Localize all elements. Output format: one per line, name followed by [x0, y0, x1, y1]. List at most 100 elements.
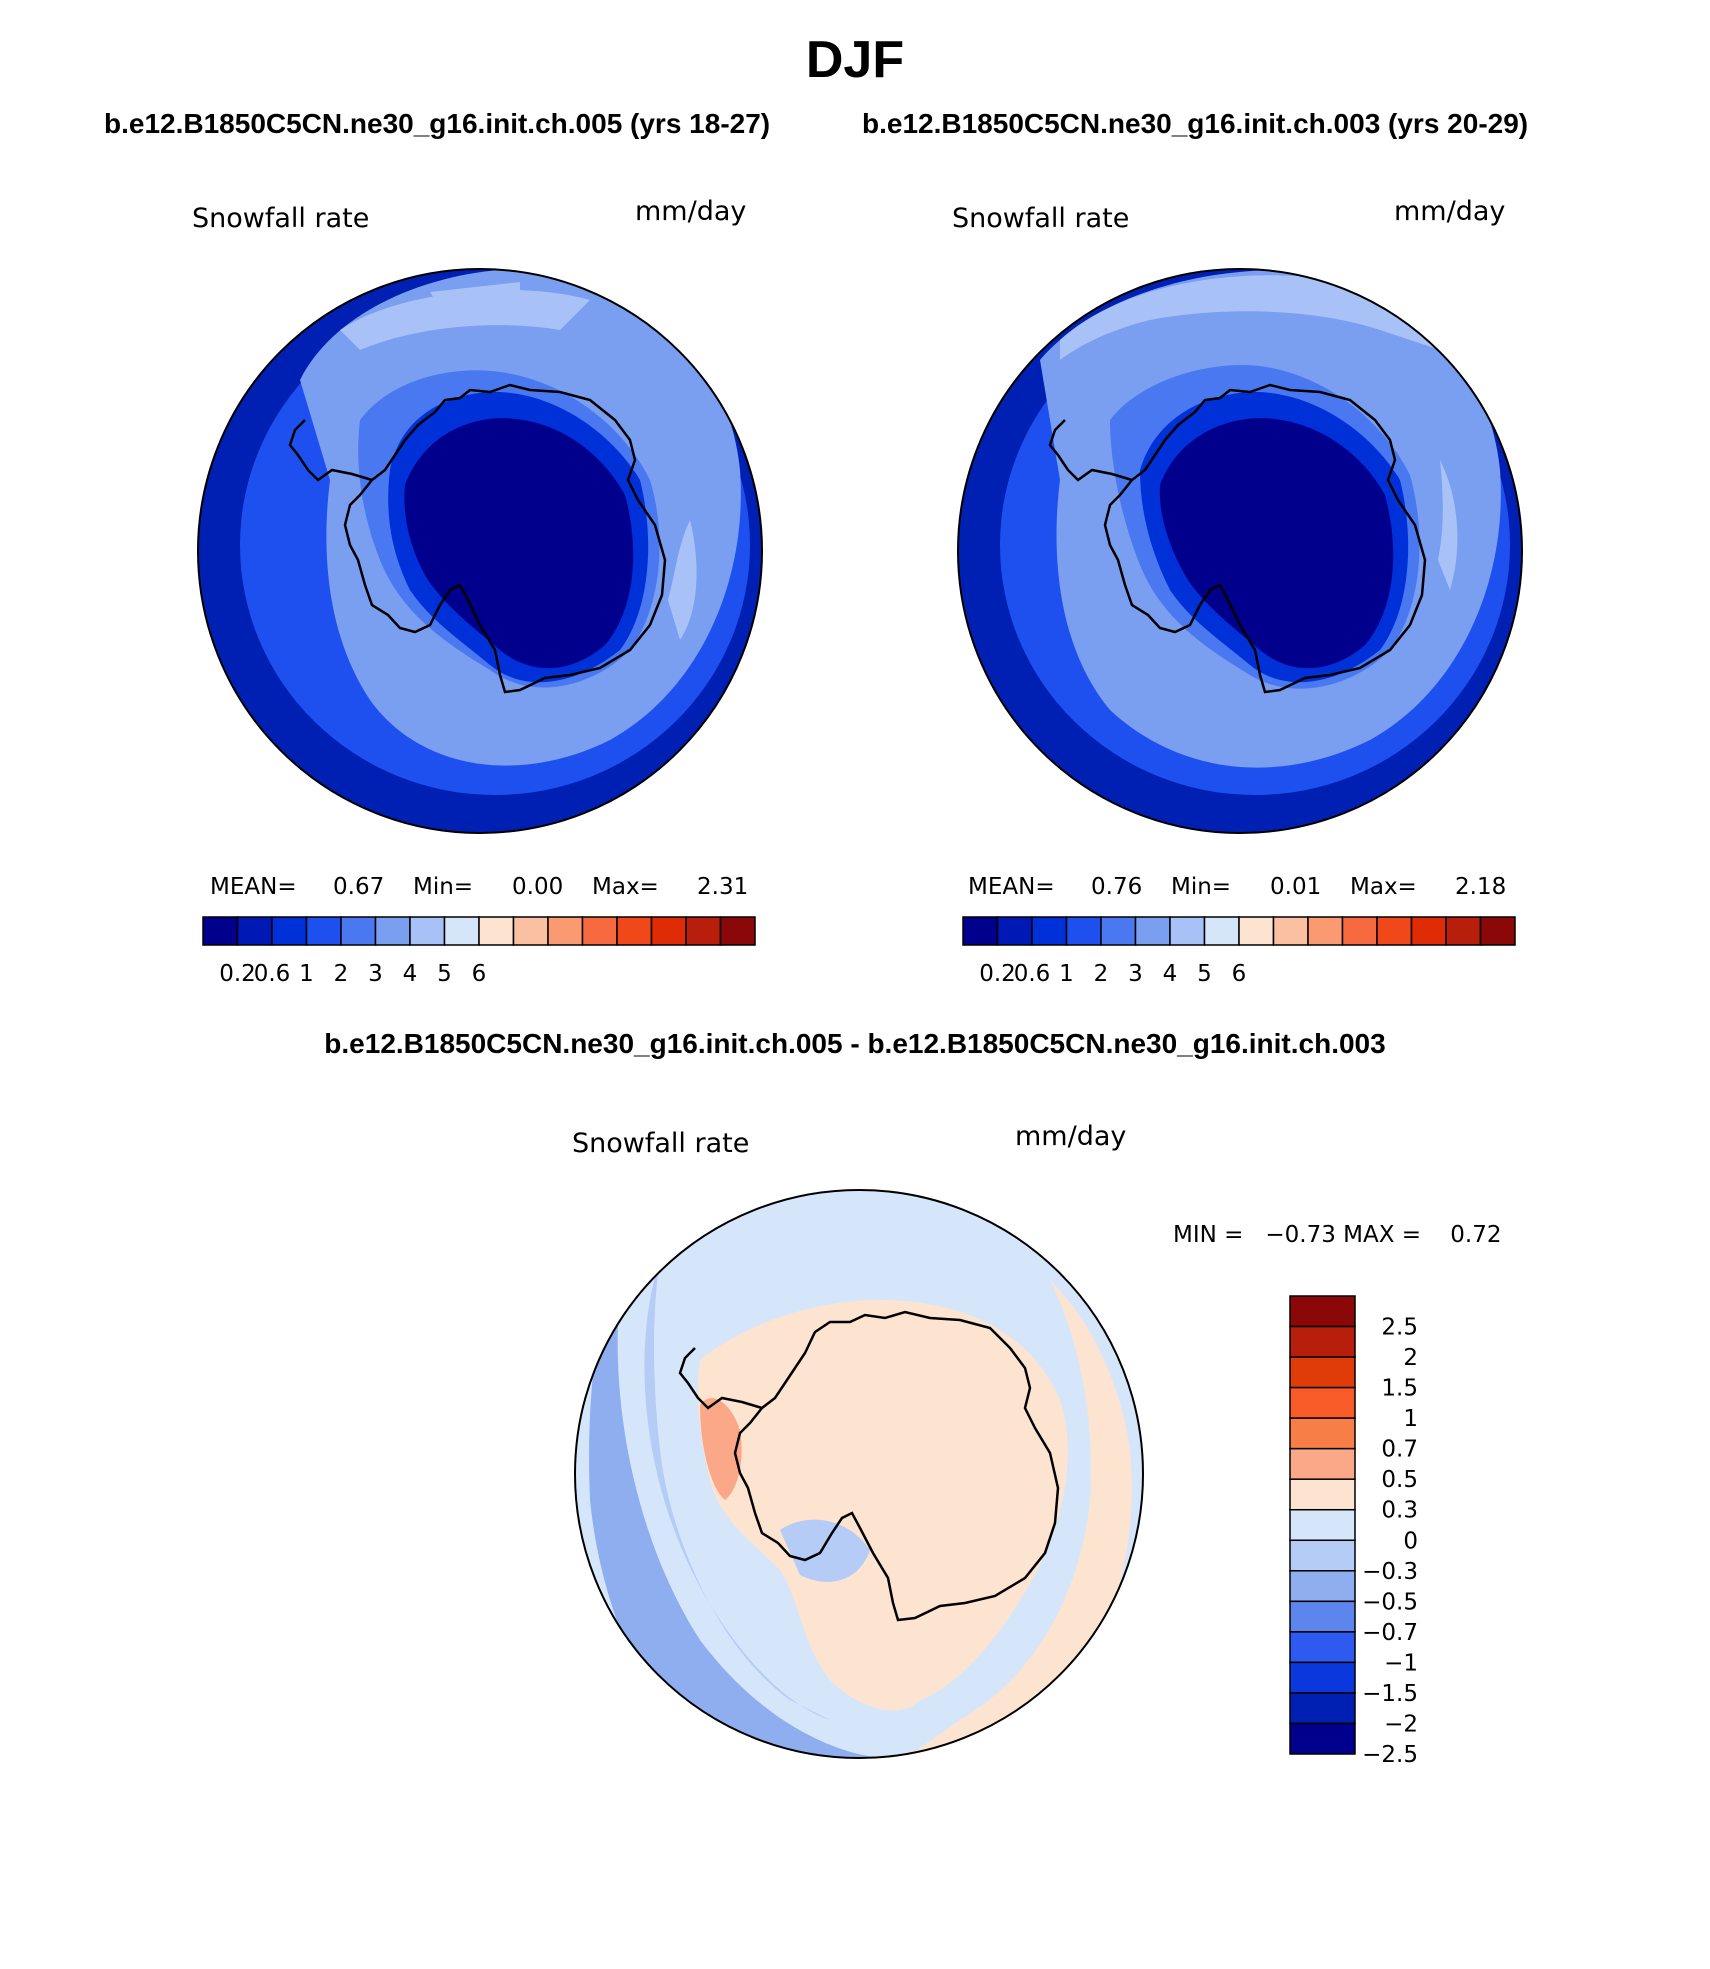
diff-colorbar-tick-label: 0.5	[1381, 1467, 1418, 1493]
right-mean-value: 0.76	[1091, 874, 1143, 900]
diff-colorbar-swatch-3	[1289, 1386, 1356, 1419]
left-units-label: mm/day	[635, 196, 747, 227]
right-min-value: 0.01	[1270, 874, 1322, 900]
right-colorbar-tick-label: 2	[1094, 961, 1109, 987]
left-map	[197, 268, 763, 834]
right-min-label: Min=	[1171, 874, 1232, 900]
diff-map-peninsula-positive	[700, 1398, 742, 1500]
left-colorbar-tick-label: 6	[472, 961, 487, 987]
diff-map-weddell-negative	[780, 1519, 870, 1582]
right-colorbar-tick-label: 5	[1197, 961, 1212, 987]
right-field-label: Snowfall rate	[952, 203, 1130, 234]
diff-units-label: mm/day	[1015, 1121, 1127, 1152]
left-min-label: Min=	[413, 874, 474, 900]
right-colorbar-swatch-3	[1065, 916, 1102, 946]
left-colorbar-swatch-12	[616, 916, 653, 946]
diff-map-blue-streak	[589, 1210, 880, 1758]
left-map-peninsula	[288, 419, 373, 482]
diff-colorbar-swatch-8	[1289, 1539, 1356, 1572]
right-colorbar-swatch-12	[1376, 916, 1413, 946]
left-colorbar-swatch-8	[478, 916, 515, 946]
right-colorbar-swatch-14	[1445, 916, 1482, 946]
left-colorbar-swatch-5	[374, 916, 411, 946]
left-mean-value: 0.67	[333, 874, 385, 900]
diff-map-border	[574, 1189, 1144, 1759]
diff-colorbar-swatch-4	[1289, 1417, 1356, 1450]
diff-colorbar-tick-label: 1	[1403, 1406, 1418, 1432]
diff-colorbar-tick-label: −2	[1384, 1711, 1418, 1737]
diff-colorbar-tick-label: 0.3	[1381, 1498, 1418, 1524]
right-colorbar-swatch-6	[1169, 916, 1206, 946]
diff-colorbar-swatch-13	[1289, 1692, 1356, 1725]
right-colorbar-swatch-5	[1134, 916, 1171, 946]
left-colorbar-swatch-13	[650, 916, 687, 946]
right-colorbar-tick-label: 0.2	[979, 961, 1016, 987]
right-case-title: b.e12.B1850C5CN.ne30_g16.init.ch.003 (yr…	[862, 108, 1529, 139]
diff-colorbar-tick-label: 2	[1403, 1345, 1418, 1371]
right-map-light-east	[1438, 460, 1458, 590]
main-title: DJF	[805, 31, 905, 89]
left-colorbar-swatch-11	[581, 916, 618, 946]
left-colorbar-swatch-9	[512, 916, 549, 946]
left-colorbar-tick-label: 2	[334, 961, 349, 987]
diff-colorbar-tick-label: 0	[1403, 1528, 1418, 1554]
right-colorbar: 0.20.6 1 2 3 4 5 6	[962, 916, 1516, 987]
left-map-light-band	[340, 290, 590, 350]
diff-colorbar-swatch-9	[1289, 1570, 1356, 1603]
diff-field-label: Snowfall rate	[572, 1128, 750, 1159]
right-colorbar-swatch-1	[996, 916, 1033, 946]
left-colorbar-swatch-6	[409, 916, 446, 946]
left-colorbar-tick-label: 5	[437, 961, 452, 987]
diff-min-max-stats: MIN = −0.73 MAX = 0.72	[1173, 1222, 1502, 1248]
right-colorbar-swatch-9	[1272, 916, 1309, 946]
right-colorbar-tick-label: 1	[1059, 961, 1074, 987]
left-max-value: 2.31	[697, 874, 749, 900]
diff-colorbar-tick-label: 0.7	[1381, 1437, 1418, 1463]
diff-colorbar-tick-label: −0.7	[1362, 1620, 1418, 1646]
right-max-value: 2.18	[1455, 874, 1507, 900]
diff-colorbar: 2.5 2 1.5 1 0.7 0.5 0.3 0 −0.3 −0.5 −0.7 −1 −1.5 −2 −2…	[1289, 1295, 1418, 1768]
right-map-continent-interior	[1159, 418, 1394, 669]
left-colorbar-tick-label: 1	[299, 961, 314, 987]
left-map-light-patch	[430, 282, 520, 308]
left-colorbar-tick-label: 3	[368, 961, 383, 987]
right-colorbar-swatch-15	[1479, 916, 1516, 946]
left-colorbar-swatch-2	[271, 916, 308, 946]
diff-colorbar-tick-label: −0.5	[1362, 1589, 1418, 1615]
right-colorbar-tick-label: 0.6	[1014, 961, 1051, 987]
right-colorbar-swatch-2	[1031, 916, 1068, 946]
diff-colorbar-tick-label: 1.5	[1381, 1376, 1418, 1402]
left-map-coastline	[343, 383, 667, 694]
left-colorbar-swatch-14	[685, 916, 722, 946]
left-colorbar-tick-label: 4	[403, 961, 418, 987]
diff-map-coastline	[733, 1310, 1060, 1622]
left-colorbar-tick-label: 0.6	[254, 961, 291, 987]
diff-colorbar-swatch-7	[1289, 1508, 1356, 1542]
left-min-value: 0.00	[512, 874, 564, 900]
left-colorbar-swatch-15	[719, 916, 756, 946]
diff-colorbar-swatch-10	[1289, 1600, 1356, 1633]
diff-colorbar-swatch-11	[1289, 1631, 1356, 1664]
left-colorbar-swatch-0	[202, 916, 239, 946]
right-units-label: mm/day	[1394, 196, 1506, 227]
right-colorbar-swatch-4	[1100, 916, 1137, 946]
diff-colorbar-swatch-1	[1289, 1325, 1356, 1358]
right-colorbar-tick-label: 3	[1128, 961, 1143, 987]
diff-map-east-positive	[900, 1280, 1132, 1758]
difference-map	[574, 1189, 1144, 1759]
diff-colorbar-tick-label: −1.5	[1362, 1681, 1418, 1707]
left-field-label: Snowfall rate	[192, 203, 370, 234]
right-colorbar-swatch-0	[962, 916, 999, 946]
right-map-border	[957, 268, 1523, 834]
right-max-label: Max=	[1350, 874, 1417, 900]
right-colorbar-swatch-13	[1410, 916, 1447, 946]
left-colorbar-swatch-1	[236, 916, 273, 946]
right-map-peninsula	[1048, 419, 1133, 482]
diff-colorbar-tick-label: −1	[1384, 1650, 1418, 1676]
left-map-border	[197, 268, 763, 834]
left-colorbar-tick-label: 0.2	[219, 961, 256, 987]
right-colorbar-tick-label: 6	[1232, 961, 1247, 987]
left-case-title: b.e12.B1850C5CN.ne30_g16.init.ch.005 (yr…	[104, 108, 771, 139]
left-colorbar: 0.20.6 1 2 3 4 5 6	[202, 916, 756, 987]
